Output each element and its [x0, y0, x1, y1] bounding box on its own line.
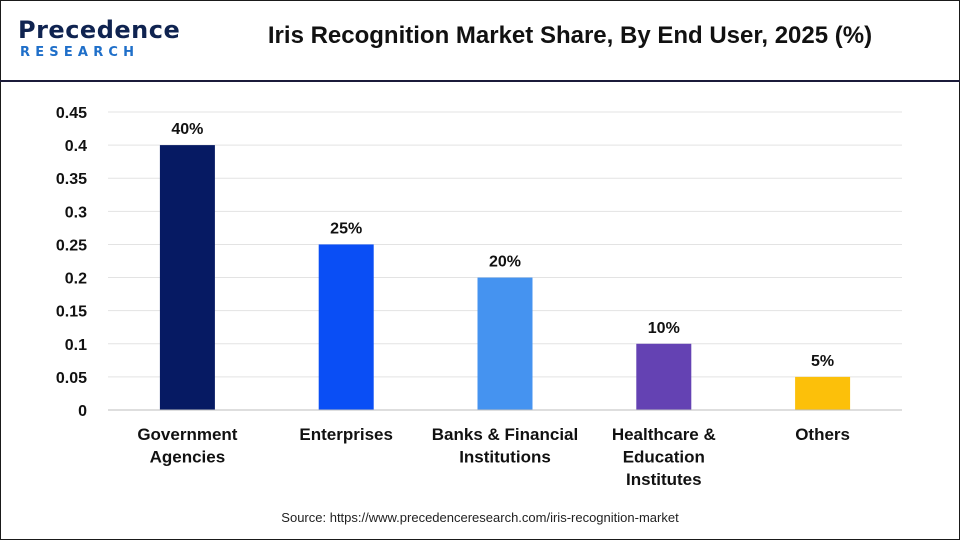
data-labels: 40% 25% 20% 10% 5% [171, 121, 834, 370]
data-label: 25% [330, 220, 362, 237]
y-tick-label: 0.3 [65, 204, 87, 221]
x-tick-label: Banks & Financial [432, 425, 578, 444]
y-tick-label: 0.25 [56, 237, 87, 254]
x-tick-label: Enterprises [299, 425, 393, 444]
bar [795, 376, 851, 410]
y-tick-label: 0 [78, 403, 87, 420]
x-tick-label: Others [795, 425, 850, 444]
y-tick-label: 0.2 [65, 271, 87, 288]
x-tick-label: Institutions [459, 448, 551, 467]
y-tick-label: 0.05 [56, 370, 87, 387]
precedence-research-logo: Precedence RESEARCH [18, 16, 180, 64]
data-label: 40% [171, 121, 203, 138]
bar [477, 277, 533, 410]
x-tick-label: Healthcare & [612, 425, 716, 444]
logo-wordmark: Precedence [18, 16, 181, 44]
bar [318, 244, 374, 410]
x-tick-label: Agencies [150, 448, 226, 467]
data-label: 20% [489, 254, 521, 271]
x-tick-label: Government [137, 425, 237, 444]
logo-subtitle: RESEARCH [20, 45, 140, 60]
y-tick-label: 0.35 [56, 171, 87, 188]
y-axis-ticks: 0 0.05 0.1 0.15 0.2 0.25 0.3 0.35 0.4 0.45 [56, 105, 87, 420]
bar [159, 145, 215, 410]
source-note: Source: https://www.precedenceresearch.c… [281, 510, 679, 525]
x-tick-label: Education [623, 448, 705, 467]
y-tick-label: 0.4 [65, 138, 87, 155]
chart-title: Iris Recognition Market Share, By End Us… [267, 22, 873, 49]
header-divider [0, 80, 960, 82]
y-tick-label: 0.1 [65, 337, 87, 354]
bar-chart: 0 0.05 0.1 0.15 0.2 0.25 0.3 0.35 0.4 0.45 40% 25%… [56, 105, 902, 489]
x-tick-label: Institutes [626, 470, 702, 489]
y-tick-label: 0.15 [56, 304, 87, 321]
data-label: 5% [811, 353, 834, 370]
header: Precedence RESEARCH Iris Recognition Mar… [0, 0, 960, 80]
x-axis-ticks: Government Agencies Enterprises Banks & Fin… [137, 425, 850, 489]
bars [159, 145, 851, 410]
y-tick-label: 0.45 [56, 105, 87, 122]
bar [636, 343, 692, 410]
data-label: 10% [648, 320, 680, 337]
